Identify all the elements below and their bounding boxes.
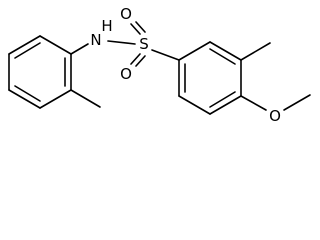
atom-label: N: [90, 31, 101, 49]
bonds: [8, 21, 311, 115]
atom-label: O: [120, 65, 132, 83]
atom-label: H: [101, 17, 112, 35]
molecule-diagram: N H S O O O: [8, 5, 311, 125]
atom-label: O: [120, 5, 132, 23]
page: N H S O O O (() => { const data = JSON.p…: [8, 5, 311, 125]
atom-label: S: [139, 35, 149, 53]
atom-label: O: [269, 107, 281, 125]
